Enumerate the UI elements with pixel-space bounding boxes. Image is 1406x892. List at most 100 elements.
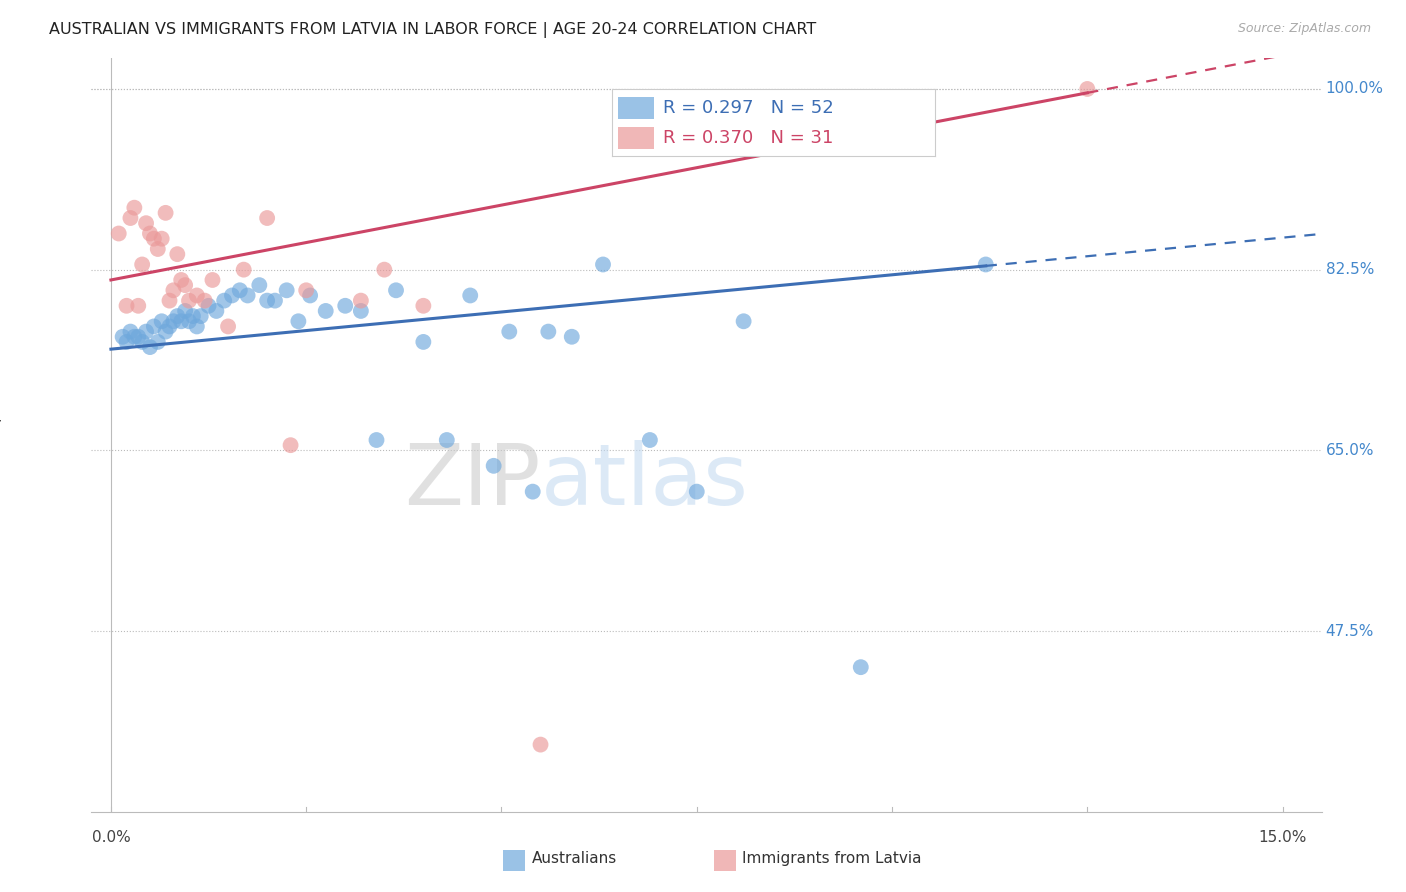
Point xyxy=(150,232,173,246)
Point xyxy=(221,288,243,302)
Text: R = 0.370   N = 31: R = 0.370 N = 31 xyxy=(664,128,834,146)
Point xyxy=(124,201,146,215)
Point xyxy=(287,314,309,328)
Point xyxy=(256,211,278,225)
Point xyxy=(229,283,252,297)
Point xyxy=(162,314,184,328)
Point xyxy=(592,258,614,272)
Text: Source: ZipAtlas.com: Source: ZipAtlas.com xyxy=(1237,22,1371,36)
Text: In Labor Force | Age 20-24: In Labor Force | Age 20-24 xyxy=(0,334,1,536)
Point xyxy=(162,283,184,297)
Point xyxy=(974,258,997,272)
Point xyxy=(115,334,138,349)
Point xyxy=(159,319,181,334)
Point xyxy=(201,273,224,287)
Point xyxy=(135,325,157,339)
Point xyxy=(295,283,318,297)
Point xyxy=(111,330,134,344)
Text: 15.0%: 15.0% xyxy=(1258,830,1306,846)
Point xyxy=(186,319,208,334)
Point xyxy=(412,334,434,349)
Point xyxy=(264,293,287,308)
Point xyxy=(142,232,165,246)
Point xyxy=(686,484,709,499)
Point xyxy=(170,314,193,328)
Point xyxy=(186,288,208,302)
Point xyxy=(733,314,755,328)
Text: Immigrants from Latvia: Immigrants from Latvia xyxy=(742,852,922,866)
Point xyxy=(256,293,278,308)
Point xyxy=(166,247,188,261)
Point xyxy=(315,304,337,318)
Point xyxy=(498,325,520,339)
Point xyxy=(350,304,373,318)
Text: ZIP: ZIP xyxy=(404,440,540,523)
Point xyxy=(139,340,162,354)
Point xyxy=(115,299,138,313)
Point xyxy=(638,433,661,447)
Point xyxy=(232,262,254,277)
Point xyxy=(482,458,505,473)
Point xyxy=(146,334,169,349)
Text: 82.5%: 82.5% xyxy=(1326,262,1374,277)
Point xyxy=(247,278,270,293)
Text: atlas: atlas xyxy=(540,440,748,523)
Point xyxy=(373,262,395,277)
Point xyxy=(155,325,177,339)
Point xyxy=(120,211,142,225)
Point xyxy=(561,330,583,344)
Point xyxy=(127,299,149,313)
Point xyxy=(217,319,239,334)
Point xyxy=(150,314,173,328)
Text: AUSTRALIAN VS IMMIGRANTS FROM LATVIA IN LABOR FORCE | AGE 20-24 CORRELATION CHAR: AUSTRALIAN VS IMMIGRANTS FROM LATVIA IN … xyxy=(49,22,817,38)
Point xyxy=(177,293,200,308)
Point xyxy=(190,309,212,323)
Point xyxy=(522,484,544,499)
Point xyxy=(124,330,146,344)
Point xyxy=(205,304,228,318)
Point xyxy=(120,325,142,339)
Point xyxy=(139,227,162,241)
Point xyxy=(299,288,322,302)
Point xyxy=(131,334,153,349)
Point xyxy=(155,206,177,220)
Point xyxy=(135,216,157,230)
Point xyxy=(177,314,200,328)
Point xyxy=(107,227,129,241)
Text: 0.0%: 0.0% xyxy=(91,830,131,846)
Bar xyxy=(619,96,654,119)
Point xyxy=(131,258,153,272)
Point xyxy=(194,293,217,308)
Point xyxy=(529,738,551,752)
Text: Australians: Australians xyxy=(531,852,617,866)
Bar xyxy=(619,127,654,149)
Point xyxy=(385,283,408,297)
Point xyxy=(236,288,259,302)
Point xyxy=(849,660,872,674)
Point xyxy=(436,433,458,447)
Point xyxy=(166,309,188,323)
Point xyxy=(146,242,169,256)
Point xyxy=(174,278,197,293)
Point xyxy=(127,330,149,344)
Point xyxy=(276,283,298,297)
Point xyxy=(181,309,204,323)
Text: 47.5%: 47.5% xyxy=(1326,624,1374,639)
Point xyxy=(212,293,235,308)
Point xyxy=(335,299,357,313)
Text: 65.0%: 65.0% xyxy=(1326,442,1374,458)
Text: 100.0%: 100.0% xyxy=(1326,81,1384,96)
Point xyxy=(197,299,219,313)
Point xyxy=(350,293,373,308)
Point xyxy=(366,433,388,447)
Point xyxy=(537,325,560,339)
Point xyxy=(174,304,197,318)
Point xyxy=(458,288,481,302)
Point xyxy=(280,438,302,452)
Point xyxy=(1076,82,1098,96)
Text: R = 0.297   N = 52: R = 0.297 N = 52 xyxy=(664,99,834,117)
Point xyxy=(142,319,165,334)
Point xyxy=(159,293,181,308)
Point xyxy=(412,299,434,313)
Point xyxy=(170,273,193,287)
